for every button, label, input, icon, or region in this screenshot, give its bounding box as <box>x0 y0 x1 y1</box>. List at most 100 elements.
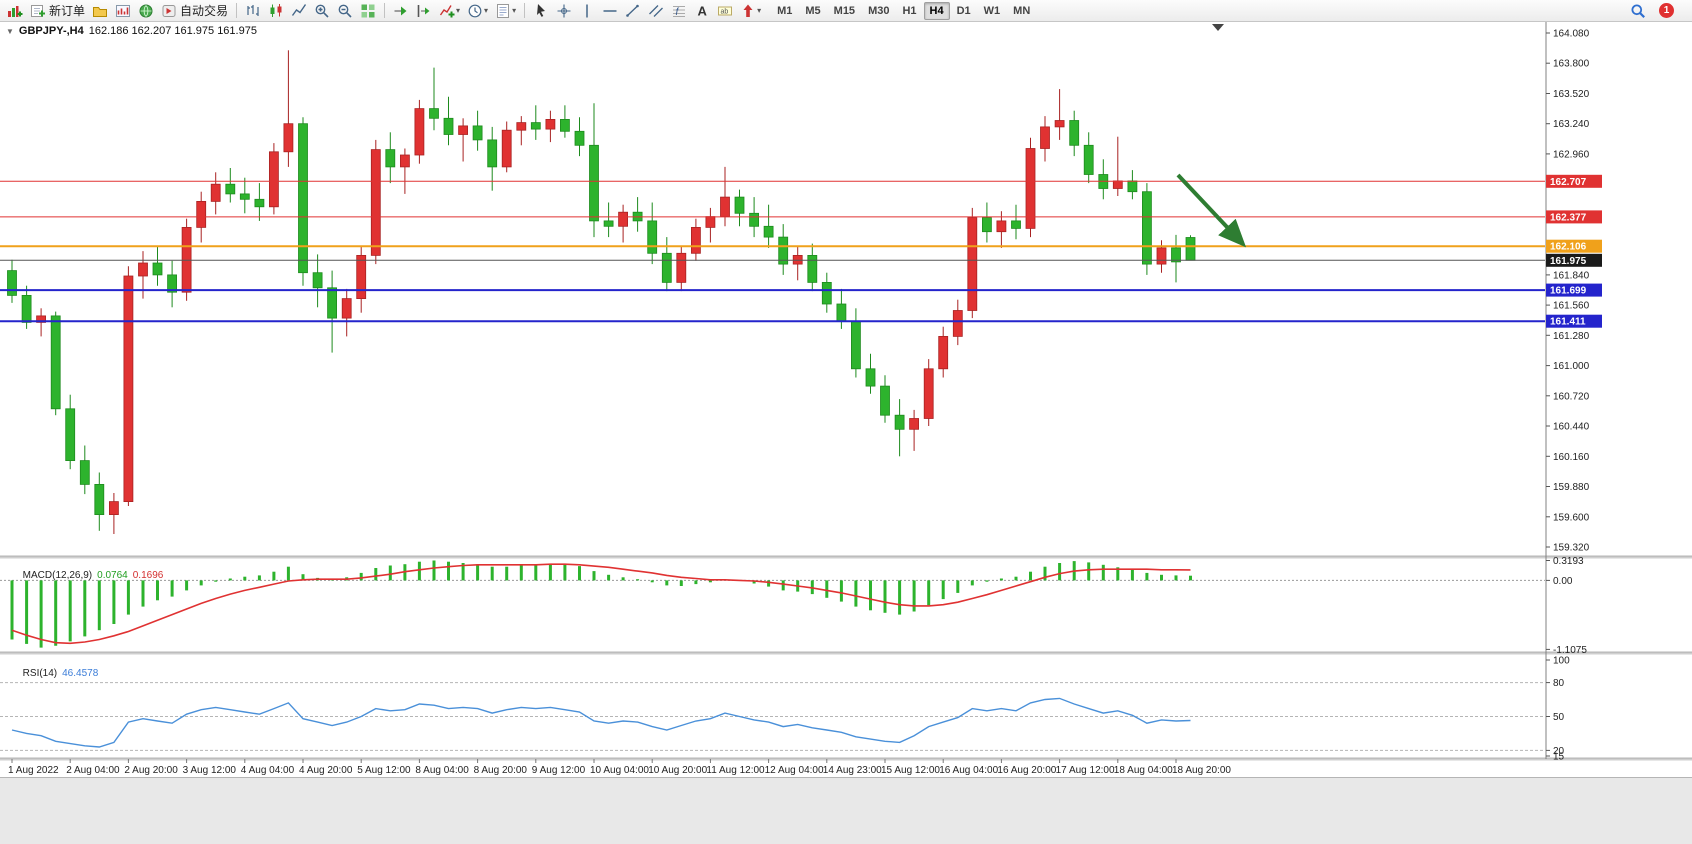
svg-text:3 Aug 12:00: 3 Aug 12:00 <box>183 765 237 776</box>
indicators-button[interactable]: ▾ <box>436 1 463 21</box>
panel-splitter[interactable] <box>0 556 1692 559</box>
rsi-name: RSI(14) <box>22 668 58 679</box>
market-watch-icon <box>115 3 131 19</box>
chart-shift-icon <box>416 3 432 19</box>
tile-windows-icon <box>360 3 376 19</box>
alert-badge[interactable]: 1 <box>1659 3 1674 18</box>
time-axis-background <box>0 759 1692 777</box>
svg-text:8 Aug 20:00: 8 Aug 20:00 <box>474 765 528 776</box>
svg-text:162.707: 162.707 <box>1550 177 1587 188</box>
panel-splitter[interactable] <box>0 758 1692 761</box>
timeframe-button-h4[interactable]: H4 <box>923 1 950 20</box>
timeframe-button-d1[interactable]: D1 <box>956 4 971 17</box>
alert-count: 1 <box>1663 5 1670 16</box>
macd-axis[interactable]: 0.3193 0.00 -1.1075 <box>1546 556 1587 656</box>
svg-text:2 Aug 20:00: 2 Aug 20:00 <box>124 765 178 776</box>
label-tool-button[interactable]: ab <box>714 1 736 21</box>
toolbar-separator <box>384 3 386 18</box>
panel-splitter[interactable] <box>0 652 1692 655</box>
text-tool-button[interactable]: A <box>691 1 713 21</box>
svg-text:161.411: 161.411 <box>1550 317 1586 328</box>
zoom-in-button[interactable] <box>311 1 333 21</box>
macd-signal-line <box>11 563 1191 645</box>
market-watch-button[interactable] <box>112 1 134 21</box>
svg-text:9 Aug 12:00: 9 Aug 12:00 <box>532 765 586 776</box>
svg-text:15 Aug 12:00: 15 Aug 12:00 <box>881 765 940 776</box>
price-tag: 162.707 <box>1546 174 1602 188</box>
chart-shift-button[interactable] <box>413 1 435 21</box>
vertical-line-tool-button[interactable] <box>576 1 598 21</box>
chart-shift-marker[interactable] <box>1212 24 1224 31</box>
toolbar-separator <box>524 3 526 18</box>
cursor-tool-button[interactable] <box>530 1 552 21</box>
navigator-button[interactable] <box>135 1 157 21</box>
svg-text:11 Aug 12:00: 11 Aug 12:00 <box>706 765 765 776</box>
line-chart-mode-button[interactable] <box>288 1 310 21</box>
trendline-tool-button[interactable] <box>622 1 644 21</box>
svg-text:160.160: 160.160 <box>1553 452 1590 463</box>
new-chart-button[interactable] <box>4 1 26 21</box>
candle-chart-mode-button[interactable] <box>265 1 287 21</box>
price-tag: 161.411 <box>1546 314 1602 328</box>
svg-text:1 Aug 2022: 1 Aug 2022 <box>8 765 59 776</box>
fibonacci-icon: f <box>671 3 687 19</box>
templates-button[interactable]: ▾ <box>492 1 519 21</box>
auto-trading-button[interactable]: 自动交易 <box>158 1 231 21</box>
chart-plus-icon <box>7 3 23 19</box>
arrow-annotation[interactable] <box>1176 173 1247 248</box>
new-order-button[interactable]: 新订单 <box>27 1 88 21</box>
chart-background[interactable] <box>0 22 1692 759</box>
text-tool-icon: A <box>694 3 710 19</box>
svg-text:163.520: 163.520 <box>1553 89 1590 100</box>
dropdown-caret-icon: ▾ <box>757 6 762 15</box>
timeframe-button-mn[interactable]: MN <box>1013 4 1031 17</box>
time-axis[interactable]: 1 Aug 2022 2 Aug 04:00 2 Aug 20:00 3 Aug 12… <box>8 759 1231 776</box>
svg-text:160.440: 160.440 <box>1553 422 1590 433</box>
auto-scroll-button[interactable] <box>390 1 412 21</box>
rsi-level-lines <box>0 682 1545 751</box>
macd-signal-value: 0.1696 <box>132 570 164 581</box>
timeframe-button-m15[interactable]: M15 <box>833 4 856 17</box>
horizontal-line-tool-button[interactable] <box>599 1 621 21</box>
zoom-out-button[interactable] <box>334 1 356 21</box>
toolbar-separator <box>236 3 238 18</box>
price-tag: 161.699 <box>1546 283 1602 297</box>
svg-text:164.080: 164.080 <box>1553 29 1590 40</box>
symbol-info-bar: ▼ GBPJPY-,H4 162.186 162.207 161.975 161… <box>6 25 257 37</box>
crosshair-icon <box>556 3 572 19</box>
vline-icon <box>579 3 595 19</box>
candle-chart-icon <box>268 3 284 19</box>
indicators-icon <box>439 3 455 19</box>
svg-text:0.3193: 0.3193 <box>1553 556 1584 567</box>
bar-chart-icon <box>245 3 261 19</box>
periods-button[interactable]: ▾ <box>464 1 491 21</box>
macd-name: MACD(12,26,9) <box>22 570 93 581</box>
timeframe-button-m5[interactable]: M5 <box>805 4 821 17</box>
one-click-trading-toggle[interactable]: ▼ <box>6 26 14 36</box>
profiles-icon <box>92 3 108 19</box>
timeframe-button-m30[interactable]: M30 <box>868 4 890 17</box>
bar-chart-mode-button[interactable] <box>242 1 264 21</box>
toolbar-right-group: 1 <box>1627 1 1688 21</box>
tile-windows-button[interactable] <box>357 1 379 21</box>
search-button[interactable] <box>1627 1 1649 21</box>
profiles-button[interactable] <box>89 1 111 21</box>
svg-text:12 Aug 04:00: 12 Aug 04:00 <box>765 765 824 776</box>
crosshair-tool-button[interactable] <box>553 1 575 21</box>
macd-indicator-label: MACD(12,26,9) 0.0764 0.1696 <box>6 559 164 592</box>
svg-text:17 Aug 12:00: 17 Aug 12:00 <box>1056 765 1115 776</box>
svg-text:162.377: 162.377 <box>1550 212 1587 223</box>
zoom-in-icon <box>314 3 330 19</box>
channel-tool-button[interactable] <box>645 1 667 21</box>
timeframe-button-h1[interactable]: H1 <box>902 4 917 17</box>
arrows-tool-button[interactable]: ▾ <box>737 1 764 21</box>
periods-icon <box>467 3 483 19</box>
svg-text:163.240: 163.240 <box>1553 119 1590 130</box>
svg-text:18 Aug 04:00: 18 Aug 04:00 <box>1114 765 1173 776</box>
timeframe-button-m1[interactable]: M1 <box>777 4 793 17</box>
svg-text:4 Aug 04:00: 4 Aug 04:00 <box>241 765 295 776</box>
timeframe-button-w1[interactable]: W1 <box>983 4 1001 17</box>
svg-text:A: A <box>698 3 708 18</box>
fibonacci-tool-button[interactable]: f <box>668 1 690 21</box>
